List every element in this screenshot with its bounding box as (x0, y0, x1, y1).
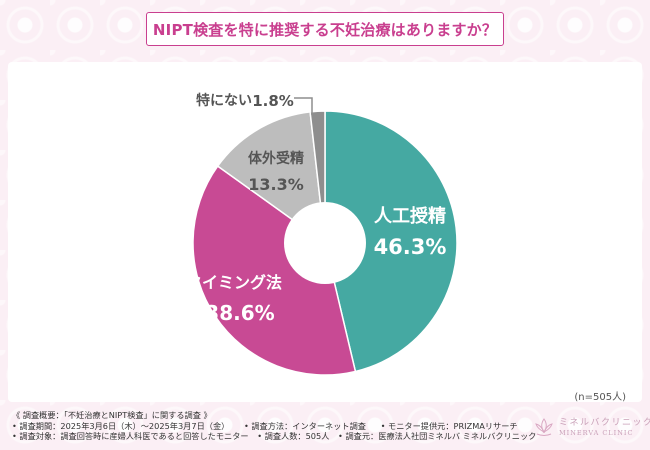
footer-period: • 調査期間：2025年3月6日（木）〜2025年3月7日（金） (12, 420, 230, 431)
sample-size-label: (n=505人) (574, 392, 626, 403)
slice-taigai (216, 111, 326, 245)
lotus-logo-icon (535, 418, 553, 436)
chart-title: NIPT検査を特に推奨する不妊治療はありますか？ (146, 12, 504, 46)
footer-provider: • モニター提供元：PRIZMAリサーチ (380, 420, 518, 431)
footer-row-1: • 調査期間：2025年3月6日（木）〜2025年3月7日（金） • 調査方法：… (12, 421, 642, 432)
footer-target: • 調査対象：調査回答時に産婦人科医であると回答したモニター (12, 431, 249, 441)
slice-label-timing: タイミング法 (186, 273, 282, 292)
survey-footer: 《 調査概要：「不妊治療とNIPT検査」に関する調査 》 • 調査期間：2025… (8, 408, 642, 450)
logo-text-jp: ミネルバクリニック (559, 418, 650, 428)
slice-label-jinko: 人工授精 (374, 205, 446, 227)
slice-jinko (324, 110, 458, 373)
slice-timing (192, 165, 357, 376)
footer-row-2: • 調査対象：調査回答時に産婦人科医であると回答したモニター • 調査人数：50… (12, 431, 642, 442)
slice-value-taigai: 13.3% (248, 175, 304, 194)
footer-overview: 《 調査概要：「不妊治療とNIPT検査」に関する調査 》 (12, 410, 212, 420)
slice-label-taigai: 体外受精 (248, 150, 304, 167)
donut-hole (284, 202, 366, 284)
slice-value-none: 1.8% (252, 92, 294, 110)
leader-line-none (294, 97, 313, 115)
logo-text-en: MINERVA CLINIC (559, 429, 634, 437)
clinic-logo: ミネルバクリニック MINERVA CLINIC (533, 412, 650, 442)
slice-label-none: 特にない (196, 92, 252, 109)
footer-method: • 調査方法：インターネット調査 (243, 420, 366, 431)
slice-value-jinko: 46.3% (374, 235, 447, 259)
slice-value-timing: 38.6% (205, 301, 274, 325)
footer-count: • 調査人数：505人 (257, 431, 330, 441)
footer-source: • 調査元：医療法人社団ミネルバ ミネルバクリニック (338, 431, 537, 441)
